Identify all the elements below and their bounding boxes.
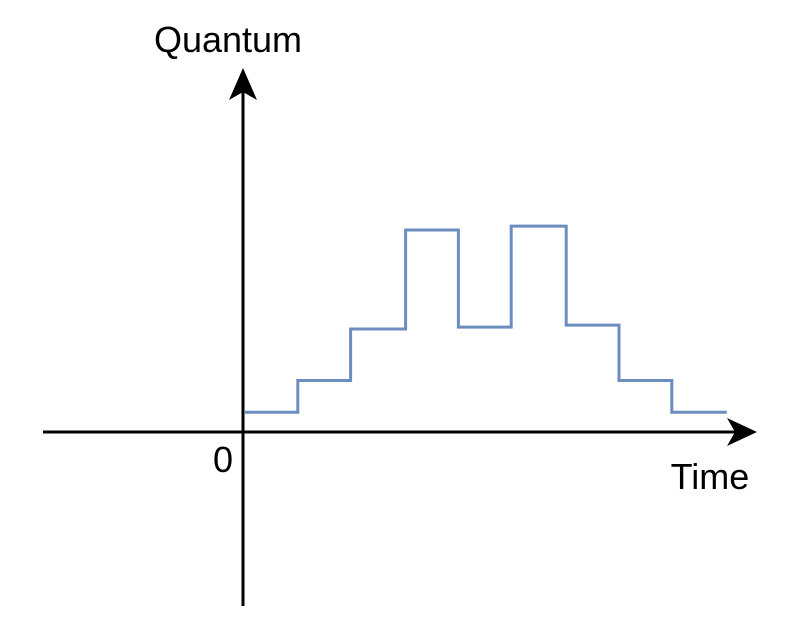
series-layer	[245, 224, 727, 414]
x-axis-arrowhead	[727, 418, 757, 446]
x-axis-label: Time	[671, 456, 750, 497]
origin-label: 0	[213, 439, 233, 480]
series-line-0	[245, 224, 727, 414]
y-axis-label: Quantum	[154, 19, 302, 60]
y-axis-arrowhead	[229, 68, 257, 100]
